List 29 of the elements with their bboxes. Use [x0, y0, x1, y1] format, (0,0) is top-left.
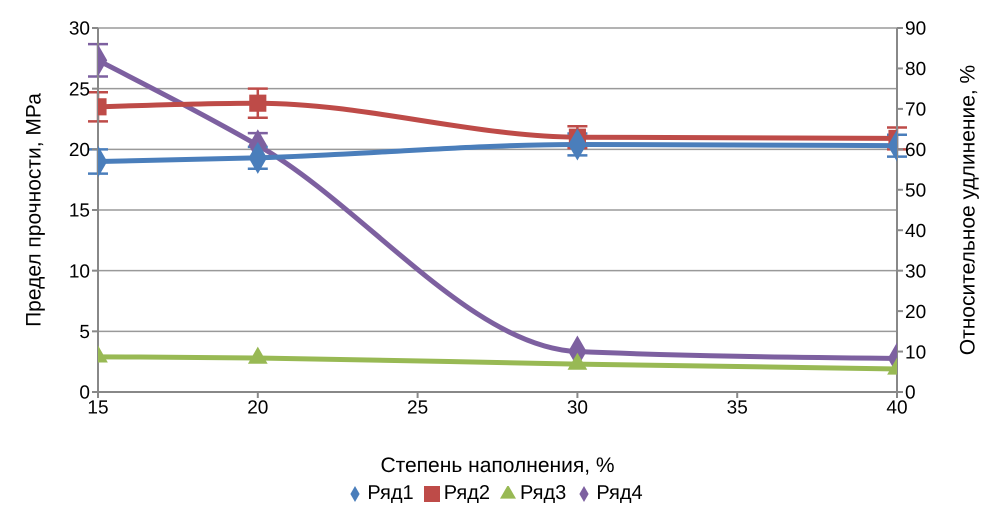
legend-label: Ряд3 [520, 482, 566, 504]
y2-tick-label: 40 [905, 220, 926, 242]
y-axis-title: Предел прочности, МРа [22, 92, 46, 327]
y2-tick-label: 10 [905, 342, 926, 364]
y2-tick-label: 60 [905, 140, 926, 162]
y2-tick-label: 20 [905, 302, 926, 323]
x-axis-title: Степень наполнения, % [380, 454, 615, 477]
y2-tick-label: 90 [905, 18, 926, 40]
y2-tick-label: 0 [905, 382, 916, 404]
y2-tick-label: 30 [905, 261, 926, 282]
x-tick-label: 20 [247, 397, 268, 418]
y2-tick-label: 80 [905, 59, 926, 80]
y2-tick-label: 70 [905, 100, 926, 121]
y2-axis-title: Относительное удлинение, % [956, 64, 980, 356]
legend-label: Ряд1 [367, 482, 414, 504]
x-tick-label: 25 [407, 397, 428, 418]
x-tick-label: 40 [886, 397, 908, 418]
y2-tick-label: 50 [905, 180, 926, 202]
y-tick-label: 0 [79, 382, 90, 404]
y-tick-label: 20 [68, 140, 90, 162]
x-tick-label: 30 [566, 397, 588, 418]
legend-label: Ряд2 [444, 482, 490, 504]
y-tick-label: 10 [68, 261, 90, 282]
y-tick-label: 30 [68, 18, 90, 40]
y-tick-label: 15 [68, 200, 90, 222]
legend-label: Ряд4 [596, 482, 643, 504]
y-tick-label: 5 [79, 322, 90, 344]
x-tick-label: 35 [726, 397, 748, 418]
y-tick-label: 25 [68, 79, 90, 100]
